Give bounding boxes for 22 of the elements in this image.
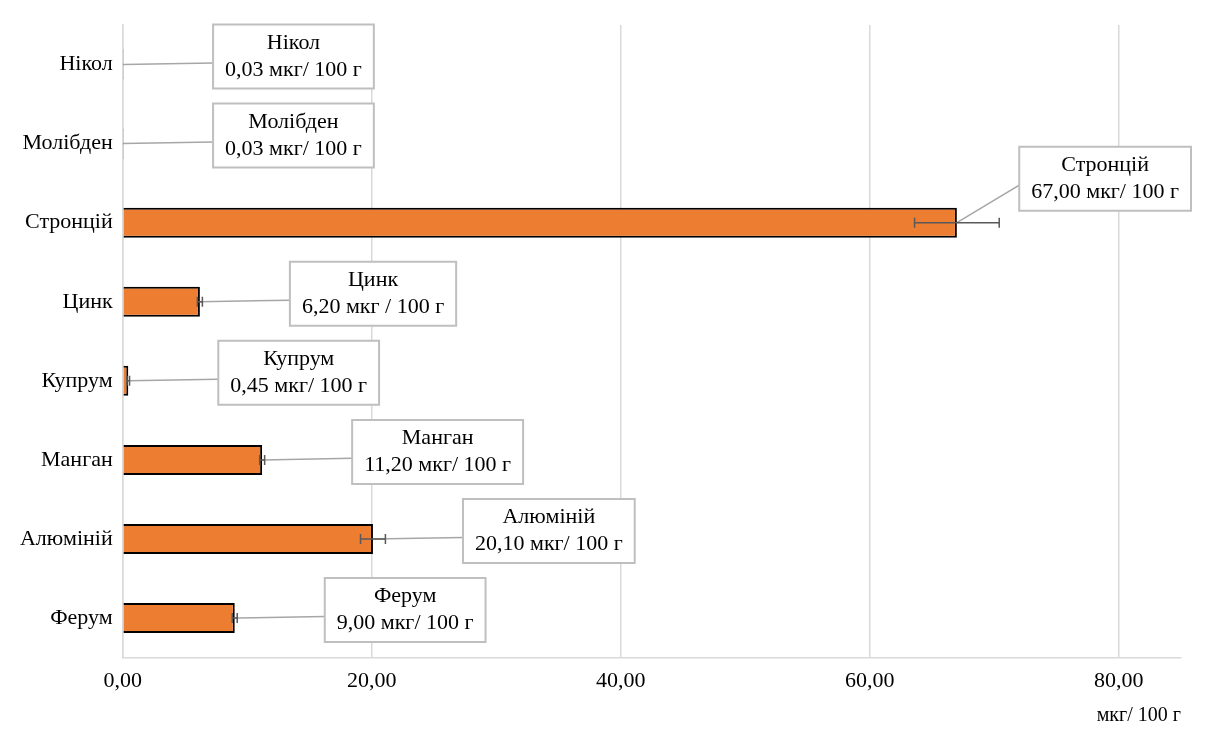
x-axis-title: мкг/ 100 г — [1096, 703, 1181, 726]
annotation: Молібден 0,03 мкг/ 100 г — [225, 107, 362, 160]
x-tick-label: 0,00 — [103, 666, 142, 692]
annotation: Купрум 0,45 мкг/ 100 г — [230, 345, 368, 398]
y-tick-label: Ферум — [50, 603, 113, 629]
y-tick-label: Стронцій — [25, 208, 113, 234]
x-tick-label: 60,00 — [844, 666, 895, 692]
x-tick-label: 20,00 — [346, 666, 397, 692]
annotation: Ферум 9,00 мкг/ 100 г — [336, 582, 474, 635]
y-tick-label: Купрум — [41, 366, 113, 392]
y-tick-label: Нікол — [59, 50, 113, 76]
annotation: Нікол 0,03 мкг/ 100 г — [225, 28, 362, 81]
annotation: Цинк 6,20 мкг / 100 г — [301, 266, 445, 319]
y-tick-label: Цинк — [62, 287, 114, 313]
x-tick-label: 80,00 — [1094, 666, 1144, 692]
y-tick-label: Молібден — [22, 129, 113, 155]
x-tick-label: 40,00 — [595, 666, 646, 692]
y-tick-label: Манган — [41, 445, 113, 471]
y-tick-label: Алюміній — [19, 524, 113, 550]
annotation: Манган 11,20 мкг/ 100 г — [364, 424, 512, 477]
annotation: Алюміній 20,10 мкг/ 100 г — [474, 503, 623, 556]
annotation: Стронцій 67,00 мкг/ 100 г — [1031, 150, 1180, 203]
